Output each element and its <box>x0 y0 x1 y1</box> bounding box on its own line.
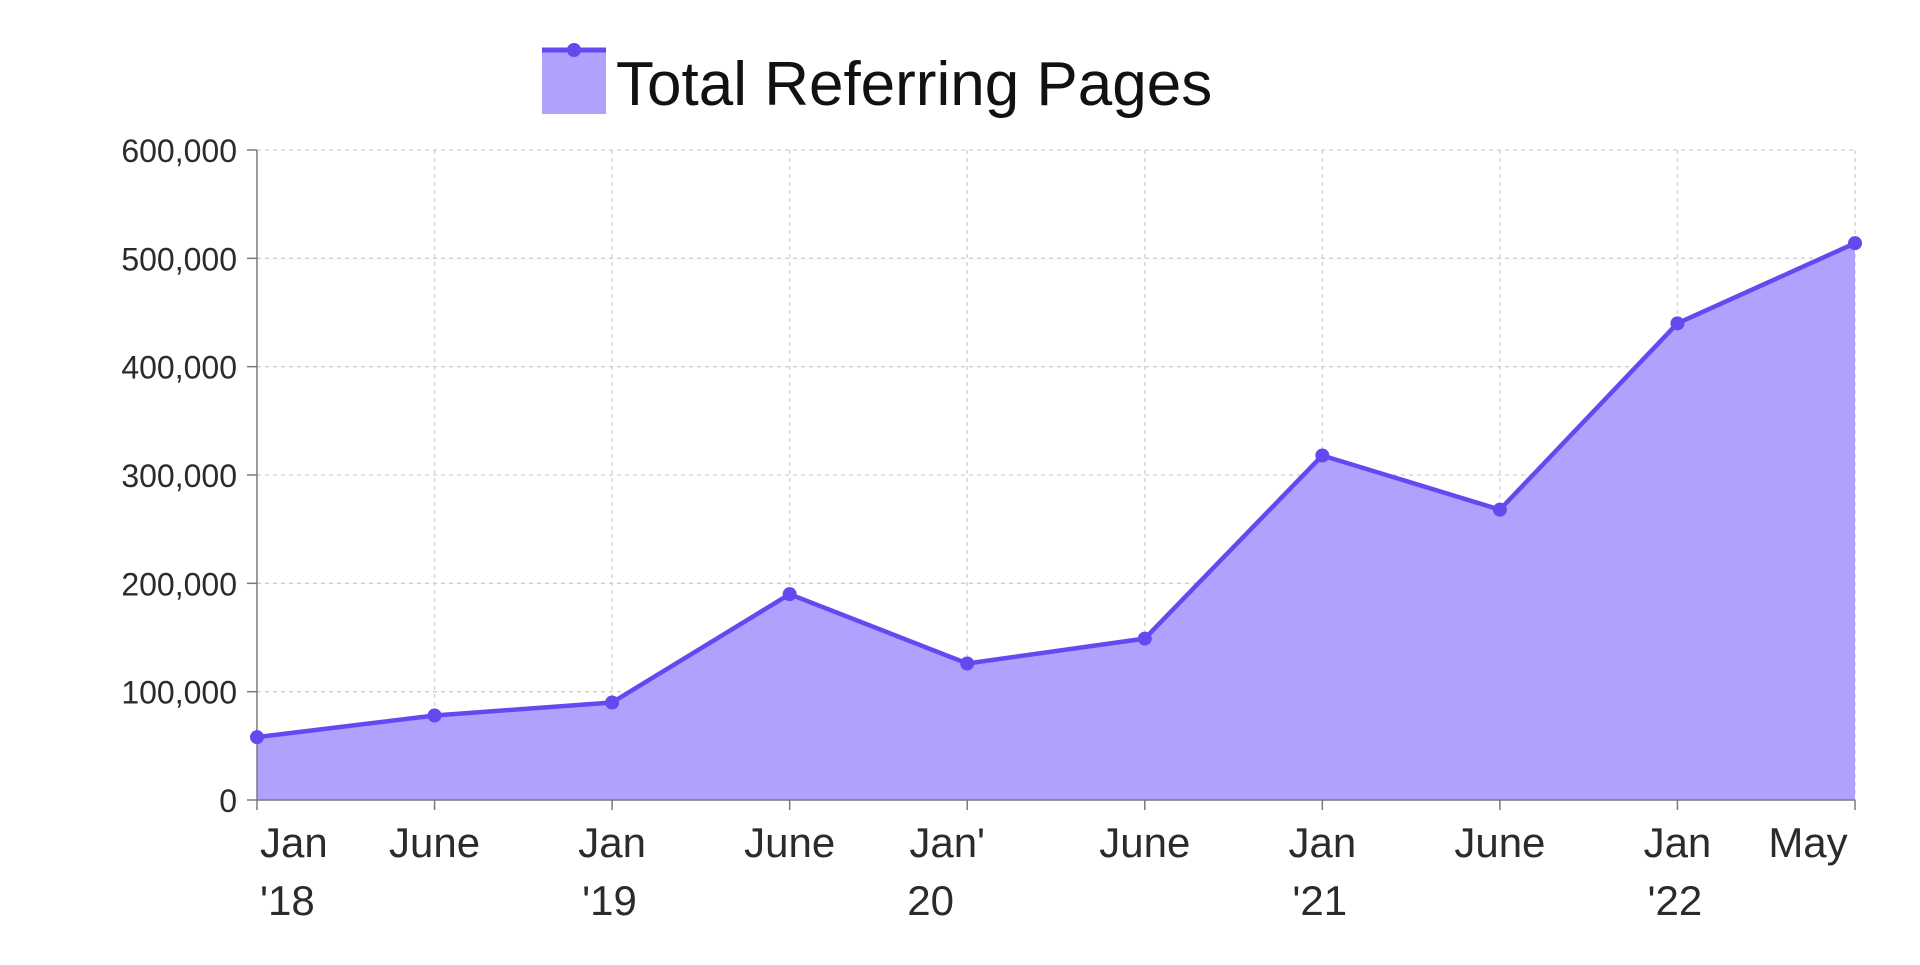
x-tick-label: May <box>1768 819 1847 866</box>
x-tick-labels: Jan '18 June Jan '19 June Jan' 20 June Jan '21 June… <box>260 819 1848 924</box>
x-tick-label-line2: '18 <box>260 877 315 924</box>
y-tick-label: 0 <box>219 783 237 819</box>
x-tick-label-line2: '22 <box>1647 877 1702 924</box>
data-point <box>1137 631 1152 646</box>
x-tick-label: Jan <box>578 819 646 866</box>
x-tick-label-line2: '21 <box>1292 877 1347 924</box>
x-tick-label: Jan <box>1288 819 1356 866</box>
x-tick-label: Jan' <box>909 819 985 866</box>
y-tick-label: 600,000 <box>121 133 237 169</box>
x-tick-label: Jan <box>1644 819 1712 866</box>
data-point <box>605 695 620 710</box>
y-tick-label: 400,000 <box>121 350 237 386</box>
y-tick-label: 200,000 <box>121 566 237 602</box>
legend-label: Total Referring Pages <box>616 50 1212 119</box>
x-tick-label: June <box>1454 819 1545 866</box>
data-point <box>250 730 264 745</box>
x-tick-label: June <box>744 819 835 866</box>
y-tick-label: 300,000 <box>121 458 237 494</box>
x-tick-label: June <box>1099 819 1190 866</box>
data-points <box>250 236 1862 745</box>
y-tick-label: 500,000 <box>121 241 237 277</box>
legend-point-marker <box>567 43 581 57</box>
x-tick-label: June <box>389 819 480 866</box>
axes <box>247 149 1856 810</box>
x-tick-label: Jan <box>260 819 328 866</box>
x-tick-label-line2: 20 <box>907 877 954 924</box>
data-point <box>960 656 975 671</box>
x-tick-label-line2: '19 <box>582 877 637 924</box>
series-line-total-referring-pages <box>256 241 1856 740</box>
data-point <box>1492 502 1507 517</box>
legend-swatch <box>542 48 606 114</box>
y-tick-labels: 600,000 500,000 400,000 300,000 200,000 100,0… <box>121 133 237 819</box>
data-point <box>427 708 442 723</box>
legend: Total Referring Pages <box>542 43 1212 119</box>
data-point <box>1670 316 1685 331</box>
data-point <box>1315 448 1330 463</box>
series-area-total-referring-pages <box>257 243 1855 800</box>
data-point <box>782 587 797 602</box>
data-point <box>1848 236 1862 251</box>
y-tick-label: 100,000 <box>121 675 237 711</box>
